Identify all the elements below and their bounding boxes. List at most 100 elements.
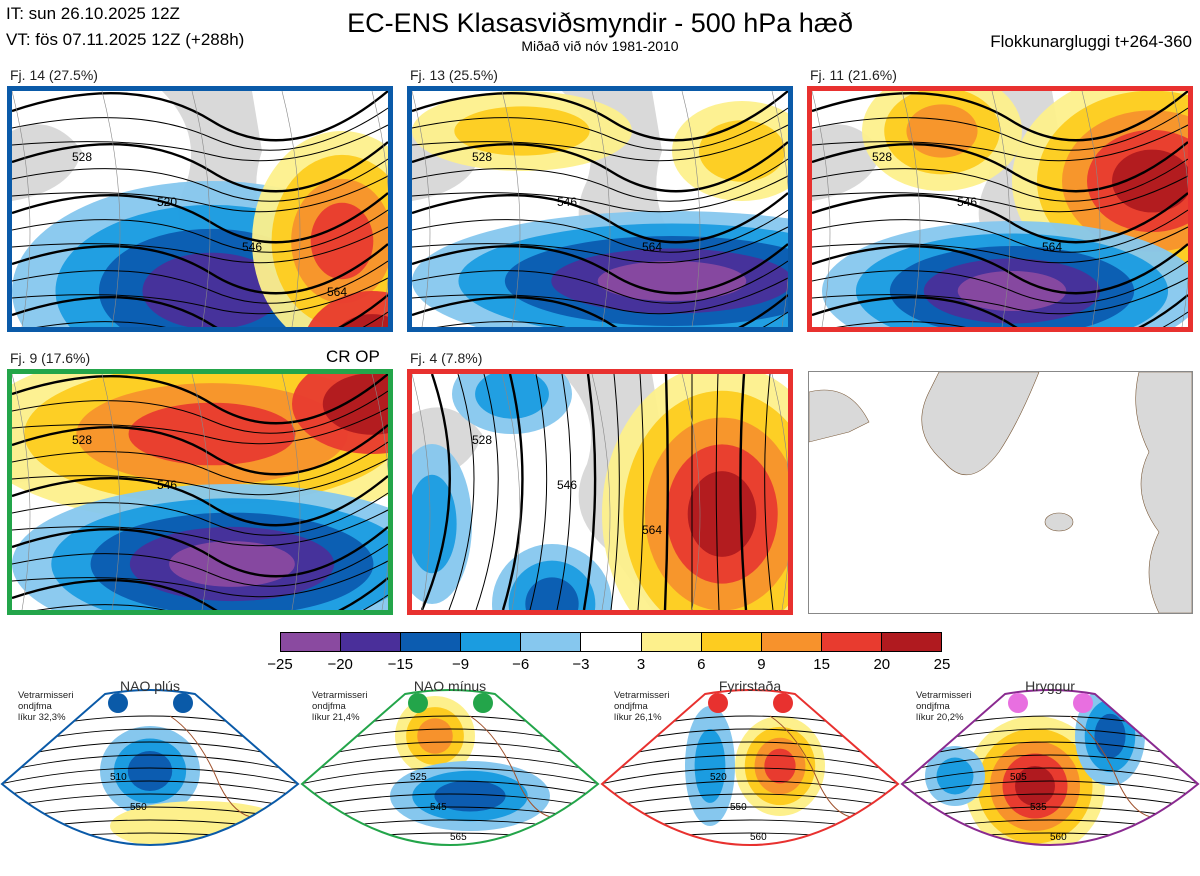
height-contour xyxy=(12,390,388,434)
regime-blocking: Fyrirstaða Vetrarmisseri ondjfma líkur 26,… xyxy=(600,676,900,871)
anomaly-shading xyxy=(412,474,457,574)
graticule xyxy=(681,374,701,610)
regime-anomaly xyxy=(764,748,796,784)
regime-dot xyxy=(108,693,128,713)
height-contour xyxy=(812,175,1188,213)
graticule xyxy=(371,374,388,610)
height-contour xyxy=(812,158,1188,202)
height-contour xyxy=(12,526,388,578)
height-contour xyxy=(812,91,1188,142)
height-contour xyxy=(412,277,788,315)
iceland xyxy=(1044,512,1074,532)
contour-label: 564 xyxy=(642,523,662,537)
regime-contour xyxy=(302,780,598,797)
contour-label: 528 xyxy=(472,433,492,447)
regime-contour xyxy=(902,767,1198,785)
height-contour xyxy=(12,277,388,315)
height-contour xyxy=(412,124,788,162)
regime-contour-label: 525 xyxy=(410,772,427,783)
legend-swatch xyxy=(521,633,582,651)
anomaly-shading xyxy=(525,577,579,610)
regime-contour-label: 550 xyxy=(730,802,747,813)
panel-label-2: Fj. 13 (25.5%) xyxy=(410,67,498,83)
regime-frame xyxy=(0,689,300,846)
contour-label: 528 xyxy=(72,433,92,447)
legend-swatch xyxy=(461,633,522,651)
contour-label: 528 xyxy=(472,150,492,164)
height-contour xyxy=(812,226,1188,264)
legend-swatch xyxy=(821,633,882,651)
graticule xyxy=(501,91,521,327)
height-contour xyxy=(812,124,1188,162)
height-contour xyxy=(412,226,788,264)
legend-tick-label: −6 xyxy=(512,656,530,673)
graticule xyxy=(191,374,211,610)
legend-tick-label: 6 xyxy=(697,656,706,673)
cluster-map-4: 528 546 564 xyxy=(407,369,793,615)
regime-anomaly xyxy=(1015,766,1055,806)
height-contour xyxy=(836,311,1188,327)
regime-contour xyxy=(2,754,298,773)
height-contour xyxy=(812,209,1188,253)
regime-contour-label: 560 xyxy=(1050,832,1067,843)
height-contour xyxy=(12,209,388,253)
height-contour xyxy=(739,374,748,610)
contour-label: 546 xyxy=(957,195,977,209)
regime-contour xyxy=(602,780,898,797)
contour-label: 546 xyxy=(557,478,577,492)
regime-dot xyxy=(173,693,193,713)
panel-label-3: Fj. 11 (21.6%) xyxy=(810,67,897,83)
height-contour xyxy=(475,374,499,610)
height-contour xyxy=(812,192,1188,244)
graticule xyxy=(1171,91,1188,327)
anomaly-shading xyxy=(169,541,295,587)
cluster-map-11: 528 546 564 xyxy=(807,86,1193,332)
height-contour xyxy=(529,374,548,610)
graticule xyxy=(12,91,31,327)
regime-frame xyxy=(300,689,600,846)
height-contour xyxy=(412,192,788,244)
regime-contour xyxy=(302,767,598,785)
cr-op-label: CR OP xyxy=(326,347,380,366)
height-contour xyxy=(12,141,388,193)
cluster-map-9: 528 546 xyxy=(7,369,393,615)
contour-label: 528 xyxy=(872,150,892,164)
graticule xyxy=(812,91,831,327)
height-contour xyxy=(12,509,388,547)
regime-note: Vetrarmisseri ondjfma líkur 26,1% xyxy=(614,690,670,723)
regime-anomaly xyxy=(1013,849,1043,863)
legend-tick-label: −25 xyxy=(267,656,293,673)
regime-nao-minus: NAO mínus Vetrarmisseri ondjfma líkur 21,4… xyxy=(300,676,600,871)
anomaly-shading xyxy=(698,120,786,182)
graticule xyxy=(591,91,611,327)
regime-contour-label: 510 xyxy=(110,772,127,783)
height-contour xyxy=(36,594,388,610)
height-contour xyxy=(12,192,388,244)
regime-ridge: Hryggur Vetrarmisseri ondjfma líkur 20,2% … xyxy=(900,676,1200,871)
height-contour xyxy=(12,260,388,304)
regime-contour xyxy=(902,754,1198,773)
regime-name: Fyrirstaða xyxy=(718,678,782,694)
height-contour xyxy=(12,475,388,527)
regime-note: Vetrarmisseri ondjfma líkur 32,3% xyxy=(18,690,74,723)
regime-contour xyxy=(602,767,898,785)
legend-tick-label: 25 xyxy=(933,656,951,673)
height-contour xyxy=(12,492,388,536)
height-contour xyxy=(812,141,1188,193)
anomaly-shading xyxy=(687,471,757,557)
land-mass xyxy=(809,389,870,443)
color-legend xyxy=(280,632,942,652)
legend-tick-label: 9 xyxy=(757,656,766,673)
height-contour xyxy=(715,374,720,610)
page-subtitle: Miðað við nóv 1981-2010 xyxy=(521,38,679,54)
anomaly-shading xyxy=(310,202,374,280)
legend-swatch xyxy=(701,633,762,651)
height-contour xyxy=(12,175,388,213)
regime-contour xyxy=(902,780,1198,797)
legend-tick-label: −9 xyxy=(451,656,470,673)
regime-dot xyxy=(708,693,728,713)
regime-anomaly xyxy=(936,757,974,795)
regime-contour-label: 505 xyxy=(1010,772,1027,783)
anomaly-shading xyxy=(322,374,388,435)
height-contour xyxy=(12,543,388,587)
